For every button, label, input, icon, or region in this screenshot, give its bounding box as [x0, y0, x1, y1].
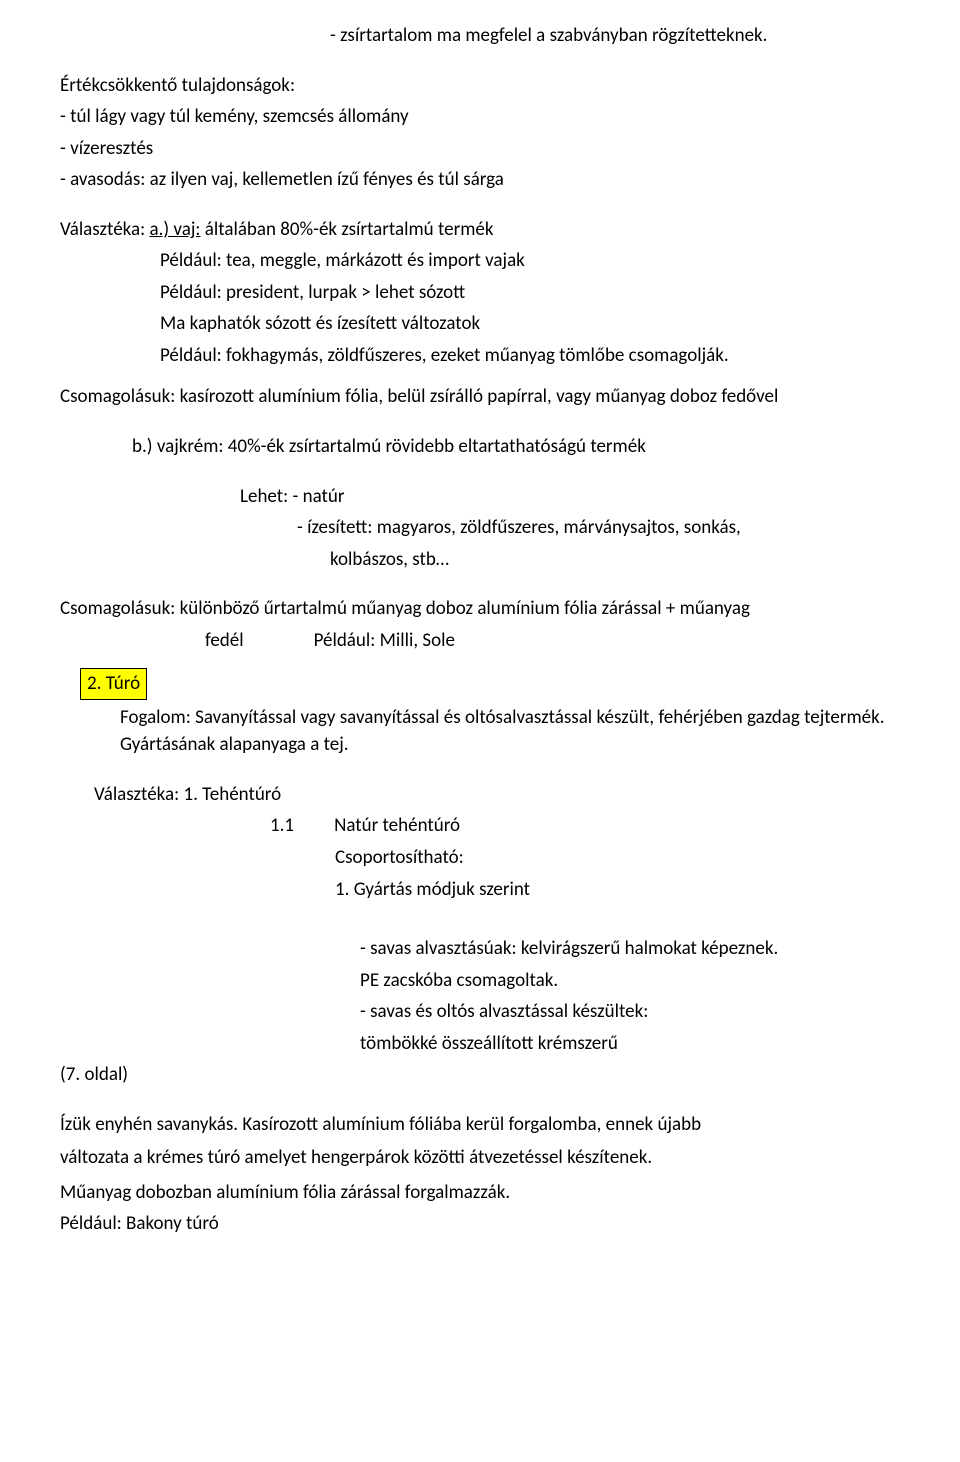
valaszteka-line-2: Például: tea, meggle, márkázott és impor…	[60, 247, 900, 275]
valaszteka-label: Választéka:	[60, 218, 149, 241]
turo-sub11-label: Natúr tehéntúró	[334, 814, 460, 837]
turo-sub11: 1.1 Natúr tehéntúró	[60, 812, 900, 840]
turo-savas-4: tömbökké összeállított krémszerű	[60, 1030, 900, 1058]
top-fat-line: - zsírtartalom ma megfelel a szabványban…	[60, 22, 900, 50]
valaszteka-line-5: Például: fokhagymás, zöldfűszeres, ezeke…	[60, 342, 900, 370]
turo-savas-2: PE zacskóba csomagoltak.	[60, 967, 900, 995]
vajkrem-lehet-1: Lehet: - natúr	[60, 483, 900, 511]
turo-savas-3: - savas és oltós alvasztással készültek:	[60, 998, 900, 1026]
turo-csoport: Csoportosítható:	[60, 844, 900, 872]
turo-gyartas: 1. Gyártás módjuk szerint	[60, 876, 900, 904]
vajkrem-lehet-3: kolbászos, stb…	[60, 546, 900, 574]
csomagolas2-line1: Csomagolásuk: különböző űrtartalmú műany…	[60, 595, 900, 623]
closing-p1: Ízük enyhén savanykás. Kasírozott alumín…	[60, 1111, 900, 1139]
page-reference: (7. oldal)	[60, 1061, 900, 1089]
closing-p3: Műanyag dobozban alumínium fólia zárássa…	[60, 1179, 900, 1207]
valaszteka-line-4: Ma kaphatók sózott és ízesített változat…	[60, 310, 900, 338]
valaszteka-a-underlined: a.) vaj:	[149, 218, 200, 241]
vajkrem-b-line: b.) vajkrém: 40%-ék zsírtartalmú rövideb…	[60, 433, 900, 461]
turo-section-number: 2. Túró	[80, 668, 147, 700]
vajkrem-lehet-2: - ízesített: magyaros, zöldfűszeres, már…	[60, 514, 900, 542]
decrease-item-2: - vízeresztés	[60, 135, 900, 163]
valaszteka-a-line: Választéka: a.) vaj: általában 80%-ék zs…	[60, 216, 900, 244]
decrease-title: Értékcsökkentő tulajdonságok:	[60, 72, 900, 100]
turo-fogalom: Fogalom: Savanyítással vagy savanyítássa…	[60, 704, 900, 759]
closing-p4: Például: Bakony túró	[60, 1210, 900, 1238]
decrease-item-1: - túl lágy vagy túl kemény, szemcsés áll…	[60, 103, 900, 131]
csomagolas-1: Csomagolásuk: kasírozott alumínium fólia…	[60, 383, 900, 411]
decrease-item-3: - avasodás: az ilyen vaj, kellemetlen íz…	[60, 166, 900, 194]
turo-valaszteka: Választéka: 1. Tehéntúró	[60, 781, 900, 809]
turo-sub11-num: 1.1	[270, 814, 294, 837]
csomagolas2-fedel: fedél	[205, 629, 244, 652]
turo-savas-1: - savas alvasztásúak: kelvirágszerű halm…	[60, 935, 900, 963]
valaszteka-line-3: Például: president, lurpak > lehet sózot…	[60, 279, 900, 307]
closing-p2: változata a krémes túró amelyet hengerpá…	[60, 1142, 900, 1174]
turo-heading-row: 2. Túró	[60, 668, 900, 700]
valaszteka-a-rest: általában 80%-ék zsírtartalmú termék	[200, 218, 493, 241]
csomagolas2-peldaul: Például: Milli, Sole	[314, 629, 455, 652]
csomagolas2-line2: fedél Például: Milli, Sole	[60, 627, 900, 655]
